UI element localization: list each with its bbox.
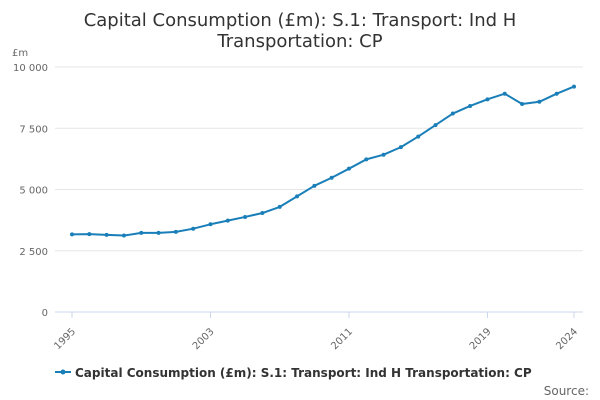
series-points (70, 84, 576, 238)
data-point[interactable] (87, 232, 92, 237)
data-point[interactable] (537, 99, 542, 104)
data-point[interactable] (554, 91, 559, 96)
data-point[interactable] (572, 84, 576, 89)
y-tick-label: 10 000 (13, 63, 48, 74)
data-point[interactable] (139, 230, 144, 235)
data-point[interactable] (485, 97, 490, 102)
chart-title-line-2: Transportation: CP (216, 31, 382, 52)
data-point[interactable] (173, 229, 178, 234)
y-tick-label: 2 500 (19, 247, 48, 258)
data-point[interactable] (121, 233, 126, 238)
data-point[interactable] (295, 194, 300, 199)
series-line (71, 85, 575, 237)
data-point[interactable] (70, 232, 74, 237)
data-point[interactable] (450, 111, 455, 116)
data-point[interactable] (225, 218, 230, 223)
data-point[interactable] (416, 134, 421, 139)
legend[interactable]: Capital Consumption (£m): S.1: Transport… (55, 366, 532, 380)
data-point[interactable] (433, 123, 438, 128)
data-point[interactable] (243, 214, 248, 219)
y-tick-label: 0 (42, 308, 48, 319)
data-point[interactable] (502, 91, 507, 96)
data-point[interactable] (520, 101, 525, 106)
x-tick-label: 2011 (329, 326, 355, 352)
data-point[interactable] (381, 152, 386, 157)
legend-label: Capital Consumption (£m): S.1: Transport… (75, 366, 532, 380)
y-tick-label: 7 500 (19, 124, 48, 135)
source-label: Source: (544, 384, 589, 398)
data-point[interactable] (346, 166, 351, 171)
x-tick-label: 2003 (191, 326, 217, 352)
gridlines (55, 66, 583, 252)
data-point[interactable] (312, 183, 317, 188)
legend-point-marker (60, 369, 66, 375)
y-tick-label: 5 000 (19, 186, 48, 197)
data-point[interactable] (398, 145, 403, 150)
x-tick-label: 1995 (52, 326, 78, 352)
data-point[interactable] (468, 103, 473, 108)
data-point[interactable] (277, 204, 282, 209)
data-point[interactable] (364, 157, 369, 162)
data-point[interactable] (104, 232, 109, 237)
data-point[interactable] (156, 230, 161, 235)
x-tick-label: 2019 (468, 326, 494, 352)
chart-title-line-1: Capital Consumption (£m): S.1: Transport… (84, 10, 517, 31)
y-axis-unit-label: £m (12, 48, 28, 59)
data-point[interactable] (208, 222, 213, 227)
x-axis-ticks: 1995 2003 2011 2019 2024 (52, 312, 580, 352)
data-point[interactable] (260, 211, 265, 216)
data-point[interactable] (191, 226, 196, 231)
y-axis-ticks: 0 2 500 5 000 7 500 10 000 (13, 63, 48, 319)
data-point[interactable] (329, 175, 334, 180)
x-tick-label: 2024 (554, 326, 580, 352)
